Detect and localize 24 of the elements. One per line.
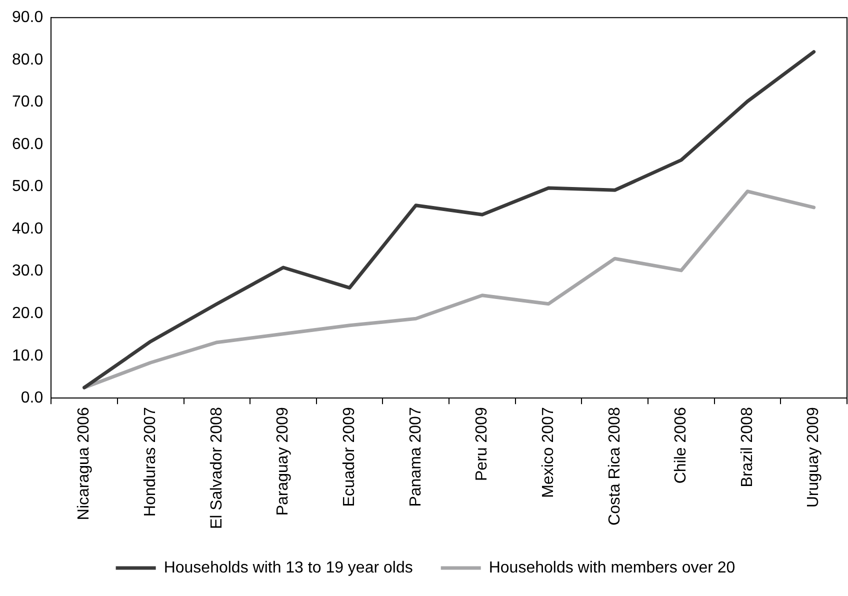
y-tick-label: 10.0	[12, 347, 44, 364]
x-tick-label: Brazil 2008	[738, 407, 756, 488]
x-tick-label: Uruguay 2009	[805, 407, 822, 508]
x-tick-label: Panama 2007	[407, 407, 424, 507]
y-tick-label: 0.0	[20, 390, 44, 407]
y-tick-label: 20.0	[12, 304, 44, 322]
y-tick-label: 30.0	[12, 262, 44, 280]
x-tick-label: Honduras 2007	[142, 407, 160, 517]
x-tick-label: Chile 2006	[672, 407, 690, 484]
x-tick-label: Paraguay 2009	[274, 407, 292, 516]
x-tick-label: Costa Rica 2008	[606, 407, 624, 526]
x-tick-label: Ecuador 2009	[340, 407, 358, 507]
y-tick-label: 90.0	[12, 9, 44, 26]
x-tick-label: Mexico 2007	[540, 407, 557, 498]
y-tick-label: 80.0	[12, 51, 44, 68]
y-tick-label: 60.0	[12, 136, 44, 153]
x-tick-label: Peru 2009	[474, 407, 491, 481]
x-tick-label: El Salvador 2008	[208, 407, 226, 529]
legend-label: Households with members over 20	[488, 559, 736, 576]
y-tick-label: 40.0	[12, 220, 44, 238]
legend-label: Households with 13 to 19 year olds	[164, 559, 413, 576]
x-tick-label: Nicaragua 2006	[76, 407, 93, 520]
y-tick-label: 50.0	[12, 178, 44, 196]
y-tick-label: 70.0	[12, 94, 44, 111]
